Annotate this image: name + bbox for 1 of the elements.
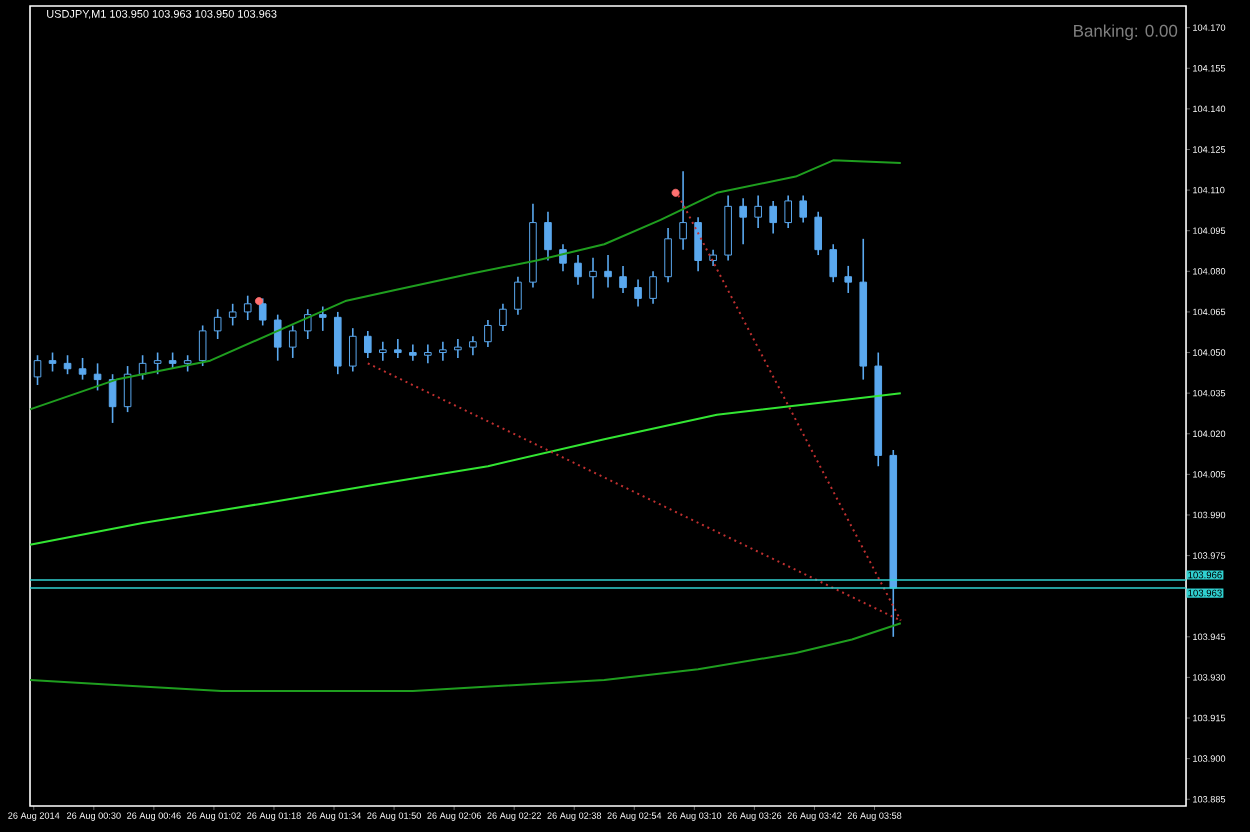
annotation: Banking: 0.00 — [1074, 24, 1178, 41]
